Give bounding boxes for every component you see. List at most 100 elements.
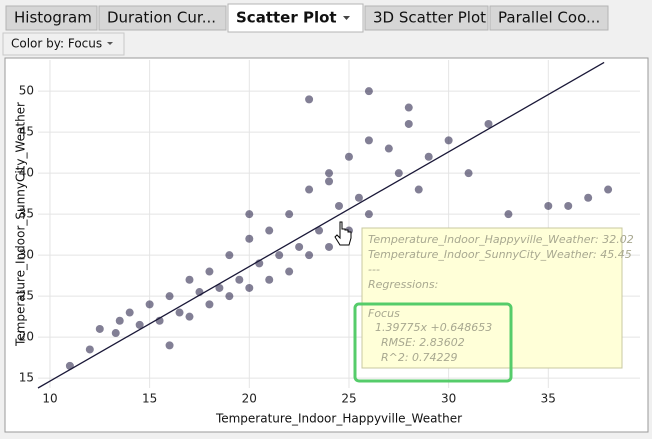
- point: [295, 242, 304, 251]
- point: [285, 210, 294, 219]
- regression-line: [37, 61, 605, 389]
- tab[interactable]: Histogram: [5, 5, 98, 31]
- x-tick-label: 15: [142, 392, 157, 406]
- tooltip-group: Focus: [368, 307, 400, 320]
- point: [111, 329, 120, 338]
- color-by-dropdown[interactable]: [2, 32, 125, 56]
- point: [95, 324, 104, 333]
- y-tick-label: 40: [19, 166, 34, 180]
- x-tick-label: 35: [541, 392, 556, 406]
- tab-label: 3D Scatter Plot: [373, 9, 486, 27]
- tab-label: Scatter Plot: [236, 9, 337, 27]
- tooltip-line: Regressions:: [368, 278, 438, 291]
- point: [245, 210, 254, 219]
- point: [404, 119, 413, 128]
- point: [235, 275, 244, 284]
- point: [344, 152, 353, 161]
- point: [325, 242, 334, 251]
- dropdown-arrow: [107, 42, 113, 45]
- tab[interactable]: Scatter Plot: [227, 3, 364, 33]
- point: [305, 95, 314, 104]
- tab-label: Duration Cur...: [107, 9, 216, 27]
- point: [165, 341, 174, 350]
- point: [265, 226, 274, 235]
- color-by-label: Color by: Focus: [11, 37, 102, 51]
- tab-bg: [98, 5, 227, 31]
- point: [205, 267, 214, 276]
- point: [604, 185, 613, 194]
- point: [315, 226, 324, 235]
- point: [394, 169, 403, 178]
- y-tick-label: 25: [19, 289, 34, 303]
- tab-label: Parallel Coo...: [498, 9, 600, 27]
- point: [364, 87, 373, 96]
- point: [175, 308, 184, 317]
- point: [135, 320, 144, 329]
- x-tick-label: 30: [441, 392, 456, 406]
- point: [245, 234, 254, 243]
- point: [504, 210, 513, 219]
- tab-bg: [227, 3, 364, 33]
- tab-bg: [5, 5, 98, 31]
- y-tick-label: 30: [19, 248, 34, 262]
- point: [205, 300, 214, 309]
- y-tick-label: 15: [19, 371, 34, 385]
- tooltip-line: Temperature_Indoor_SunnyCity_Weather: 45…: [368, 248, 632, 261]
- point: [464, 169, 473, 178]
- point: [215, 283, 224, 292]
- y-tick-label: 45: [19, 125, 34, 139]
- x-tick-label: 10: [42, 392, 57, 406]
- tab-bg: [364, 5, 489, 31]
- y-tick-label: 20: [19, 330, 34, 344]
- tab[interactable]: Parallel Coo...: [489, 5, 609, 31]
- point: [185, 275, 194, 284]
- point: [305, 251, 314, 260]
- point: [364, 136, 373, 145]
- point: [125, 308, 134, 317]
- cursor: [334, 221, 352, 246]
- point: [225, 292, 234, 301]
- point: [414, 185, 423, 194]
- highlight-box: [353, 302, 513, 383]
- point: [145, 300, 154, 309]
- tooltip: [361, 227, 623, 369]
- point: [225, 251, 234, 260]
- y-tick-label: 35: [19, 207, 34, 221]
- tooltip-equation: 1.39775x +0.648653: [375, 321, 492, 334]
- tab[interactable]: Duration Cur...: [98, 5, 227, 31]
- point: [285, 267, 294, 276]
- point: [165, 292, 174, 301]
- tab-menu-arrow: [343, 16, 350, 20]
- y-axis-label: Temperature_Indoor_SunnyCity_Weather: [14, 102, 28, 347]
- y-tick-label: 50: [19, 84, 34, 98]
- point: [325, 169, 334, 178]
- point: [325, 177, 334, 186]
- point: [444, 136, 453, 145]
- tooltip-r2: R^2: 0.74229: [381, 351, 458, 364]
- point: [185, 312, 194, 321]
- point: [484, 119, 493, 128]
- tab[interactable]: 3D Scatter Plot: [364, 5, 489, 31]
- point: [335, 201, 343, 210]
- point: [564, 201, 573, 210]
- point: [265, 275, 274, 284]
- tab-bg: [489, 5, 609, 31]
- point: [85, 345, 94, 354]
- tooltip-line: Temperature_Indoor_Happyville_Weather: 3…: [368, 233, 634, 246]
- point: [364, 210, 373, 219]
- x-tick-label: 20: [242, 392, 257, 406]
- x-tick-label: 25: [341, 392, 356, 406]
- tooltip-rmse: RMSE: 2.83602: [381, 336, 465, 349]
- x-axis-label: Temperature_Indoor_Happyville_Weather: [215, 412, 462, 426]
- point: [384, 144, 393, 153]
- point: [245, 283, 254, 292]
- point: [305, 185, 314, 194]
- point: [404, 103, 413, 112]
- point: [424, 152, 433, 161]
- point: [354, 193, 363, 202]
- point: [275, 251, 284, 260]
- tooltip-line: ---: [368, 263, 380, 276]
- point: [544, 201, 553, 210]
